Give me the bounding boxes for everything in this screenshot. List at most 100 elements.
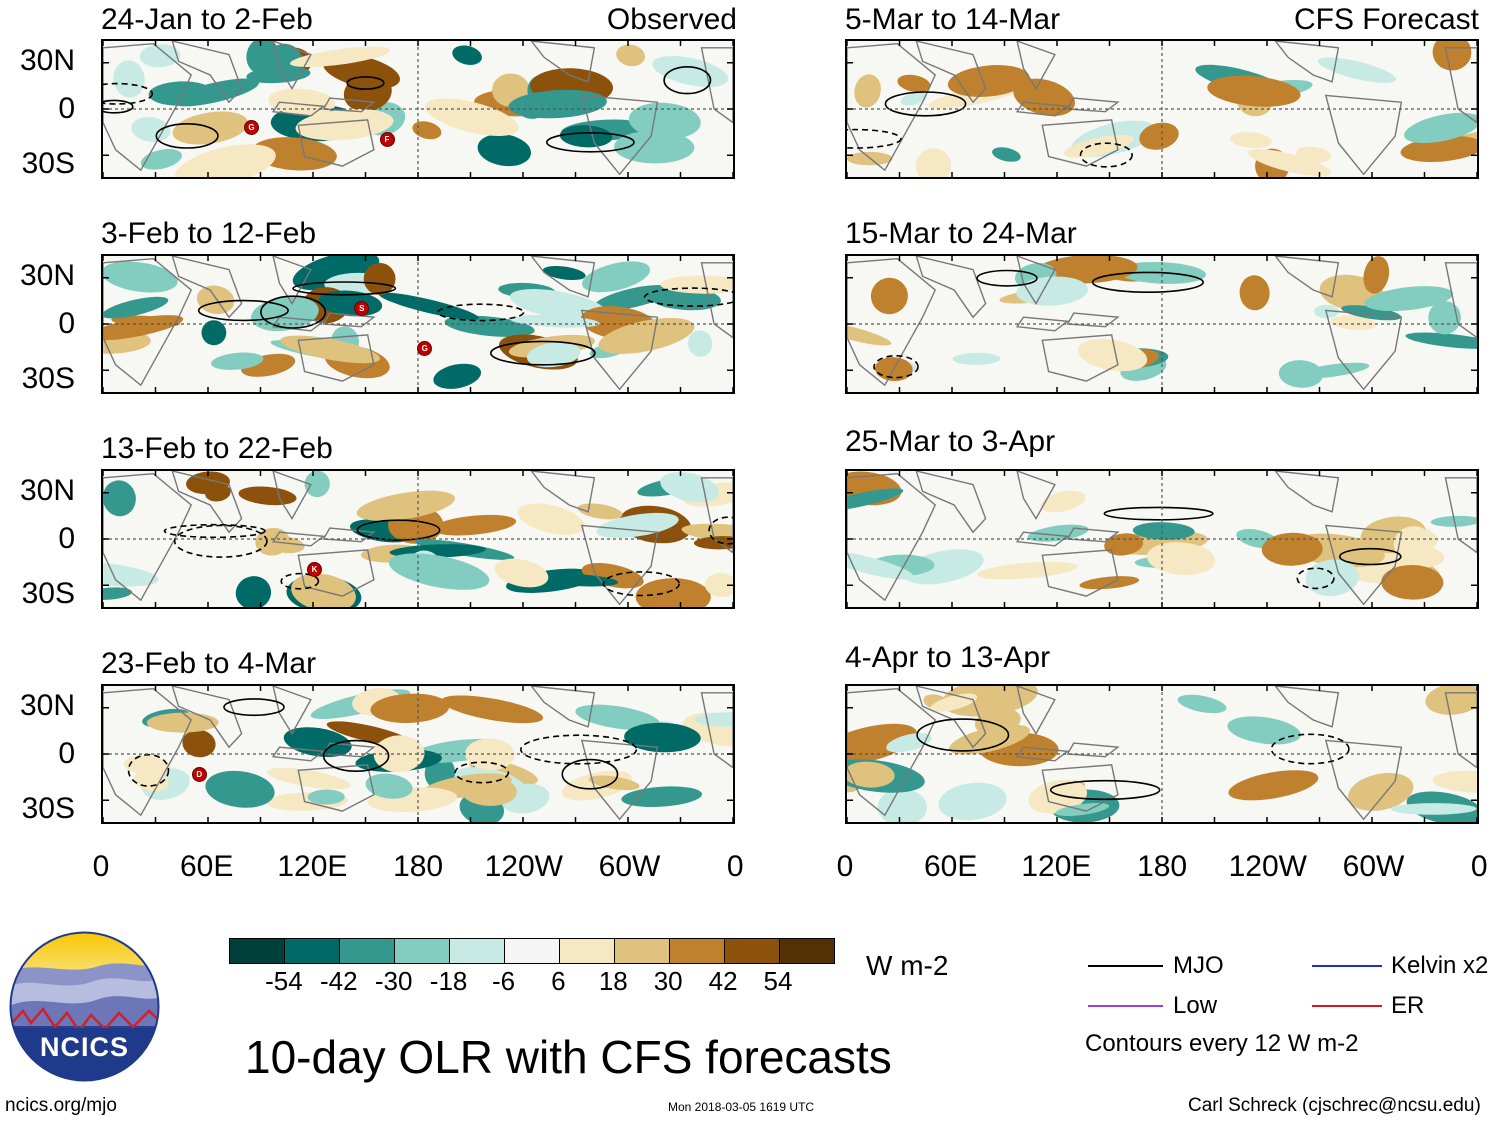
undefined [272,256,312,305]
storm-marker: S [354,300,370,316]
undefined [432,514,517,536]
undefined [1364,286,1454,312]
undefined [517,503,585,535]
storm-marker: D [191,767,207,783]
undefined [266,43,303,80]
undefined [304,471,330,498]
undefined [271,531,326,547]
lon-label: 0 [1470,850,1488,883]
undefined [708,516,733,545]
undefined [297,119,375,167]
undefined [123,755,172,776]
undefined [915,471,987,534]
undefined [1015,746,1070,762]
undefined [103,296,169,319]
colorbar-label: 42 [708,966,738,996]
undefined [545,132,635,153]
undefined [1261,532,1323,566]
undefined [1425,686,1477,715]
undefined [1066,527,1120,543]
undefined [561,758,619,790]
undefined [1228,770,1319,801]
panel-title-left-3: 23-Feb to 4-Mar [101,647,317,680]
colorbar-label: -42 [320,966,358,996]
undefined [291,573,356,607]
undefined [297,334,375,382]
undefined [847,723,918,766]
map-panel-right-0 [845,39,1479,179]
undefined [1041,549,1119,597]
undefined [660,275,733,294]
undefined [103,82,154,105]
undefined [1028,779,1088,814]
undefined [1146,542,1216,576]
undefined [635,578,711,607]
undefined [139,44,181,68]
undefined [854,74,881,108]
lon-label: 60E [179,850,234,883]
undefined [847,257,937,387]
undefined [847,551,914,580]
lon-label: 120E [1021,850,1092,883]
undefined [103,257,193,387]
undefined [1347,772,1414,811]
undefined [272,686,312,735]
undefined [1016,686,1056,735]
undefined [847,128,902,149]
undefined [886,733,932,753]
undefined [103,42,193,172]
colorbar-swatch [725,939,780,963]
undefined [588,775,640,791]
legend-kelvin-label: Kelvin x2 [1391,952,1489,979]
undefined [424,98,519,136]
undefined [365,773,413,799]
undefined [363,262,396,295]
undefined [280,572,320,590]
legend-er-label: ER [1391,992,1425,1019]
undefined [1066,97,1120,113]
undefined [1444,262,1477,339]
footer-url[interactable]: ncics.org/mjo [5,1095,117,1116]
undefined [1247,149,1331,177]
undefined [1015,531,1070,547]
undefined [700,692,733,769]
colorbar-swatch [505,939,560,963]
map-canvas [103,471,733,607]
undefined [412,121,442,140]
undefined [171,256,243,319]
colorbar-swatch [395,939,450,963]
undefined [1393,526,1432,560]
undefined [1274,256,1340,298]
undefined [1390,803,1477,815]
undefined [580,739,659,821]
undefined [280,335,381,364]
undefined [322,527,376,543]
undefined [171,41,243,104]
lat-label: 30S [21,792,75,825]
undefined [343,73,392,112]
colorbar-swatch [780,939,834,963]
undefined [201,320,227,346]
lat-label: 30S [21,362,75,395]
undefined [700,477,733,554]
undefined [847,472,937,602]
undefined [388,553,490,590]
undefined [454,761,510,784]
undefined [687,330,713,357]
undefined [916,718,1010,752]
undefined [297,549,375,597]
colorbar-swatch [285,939,340,963]
logo-text: NCICS [39,1032,129,1062]
storm-marker: F [379,131,395,147]
undefined [1296,567,1335,590]
undefined [1079,142,1133,168]
colorbar-swatch [670,939,725,963]
undefined [205,484,231,502]
undefined [356,519,441,541]
colorbar-label: 6 [551,966,566,996]
undefined [947,65,1030,97]
undefined [1041,334,1119,382]
lat-label: 30N [19,44,75,77]
